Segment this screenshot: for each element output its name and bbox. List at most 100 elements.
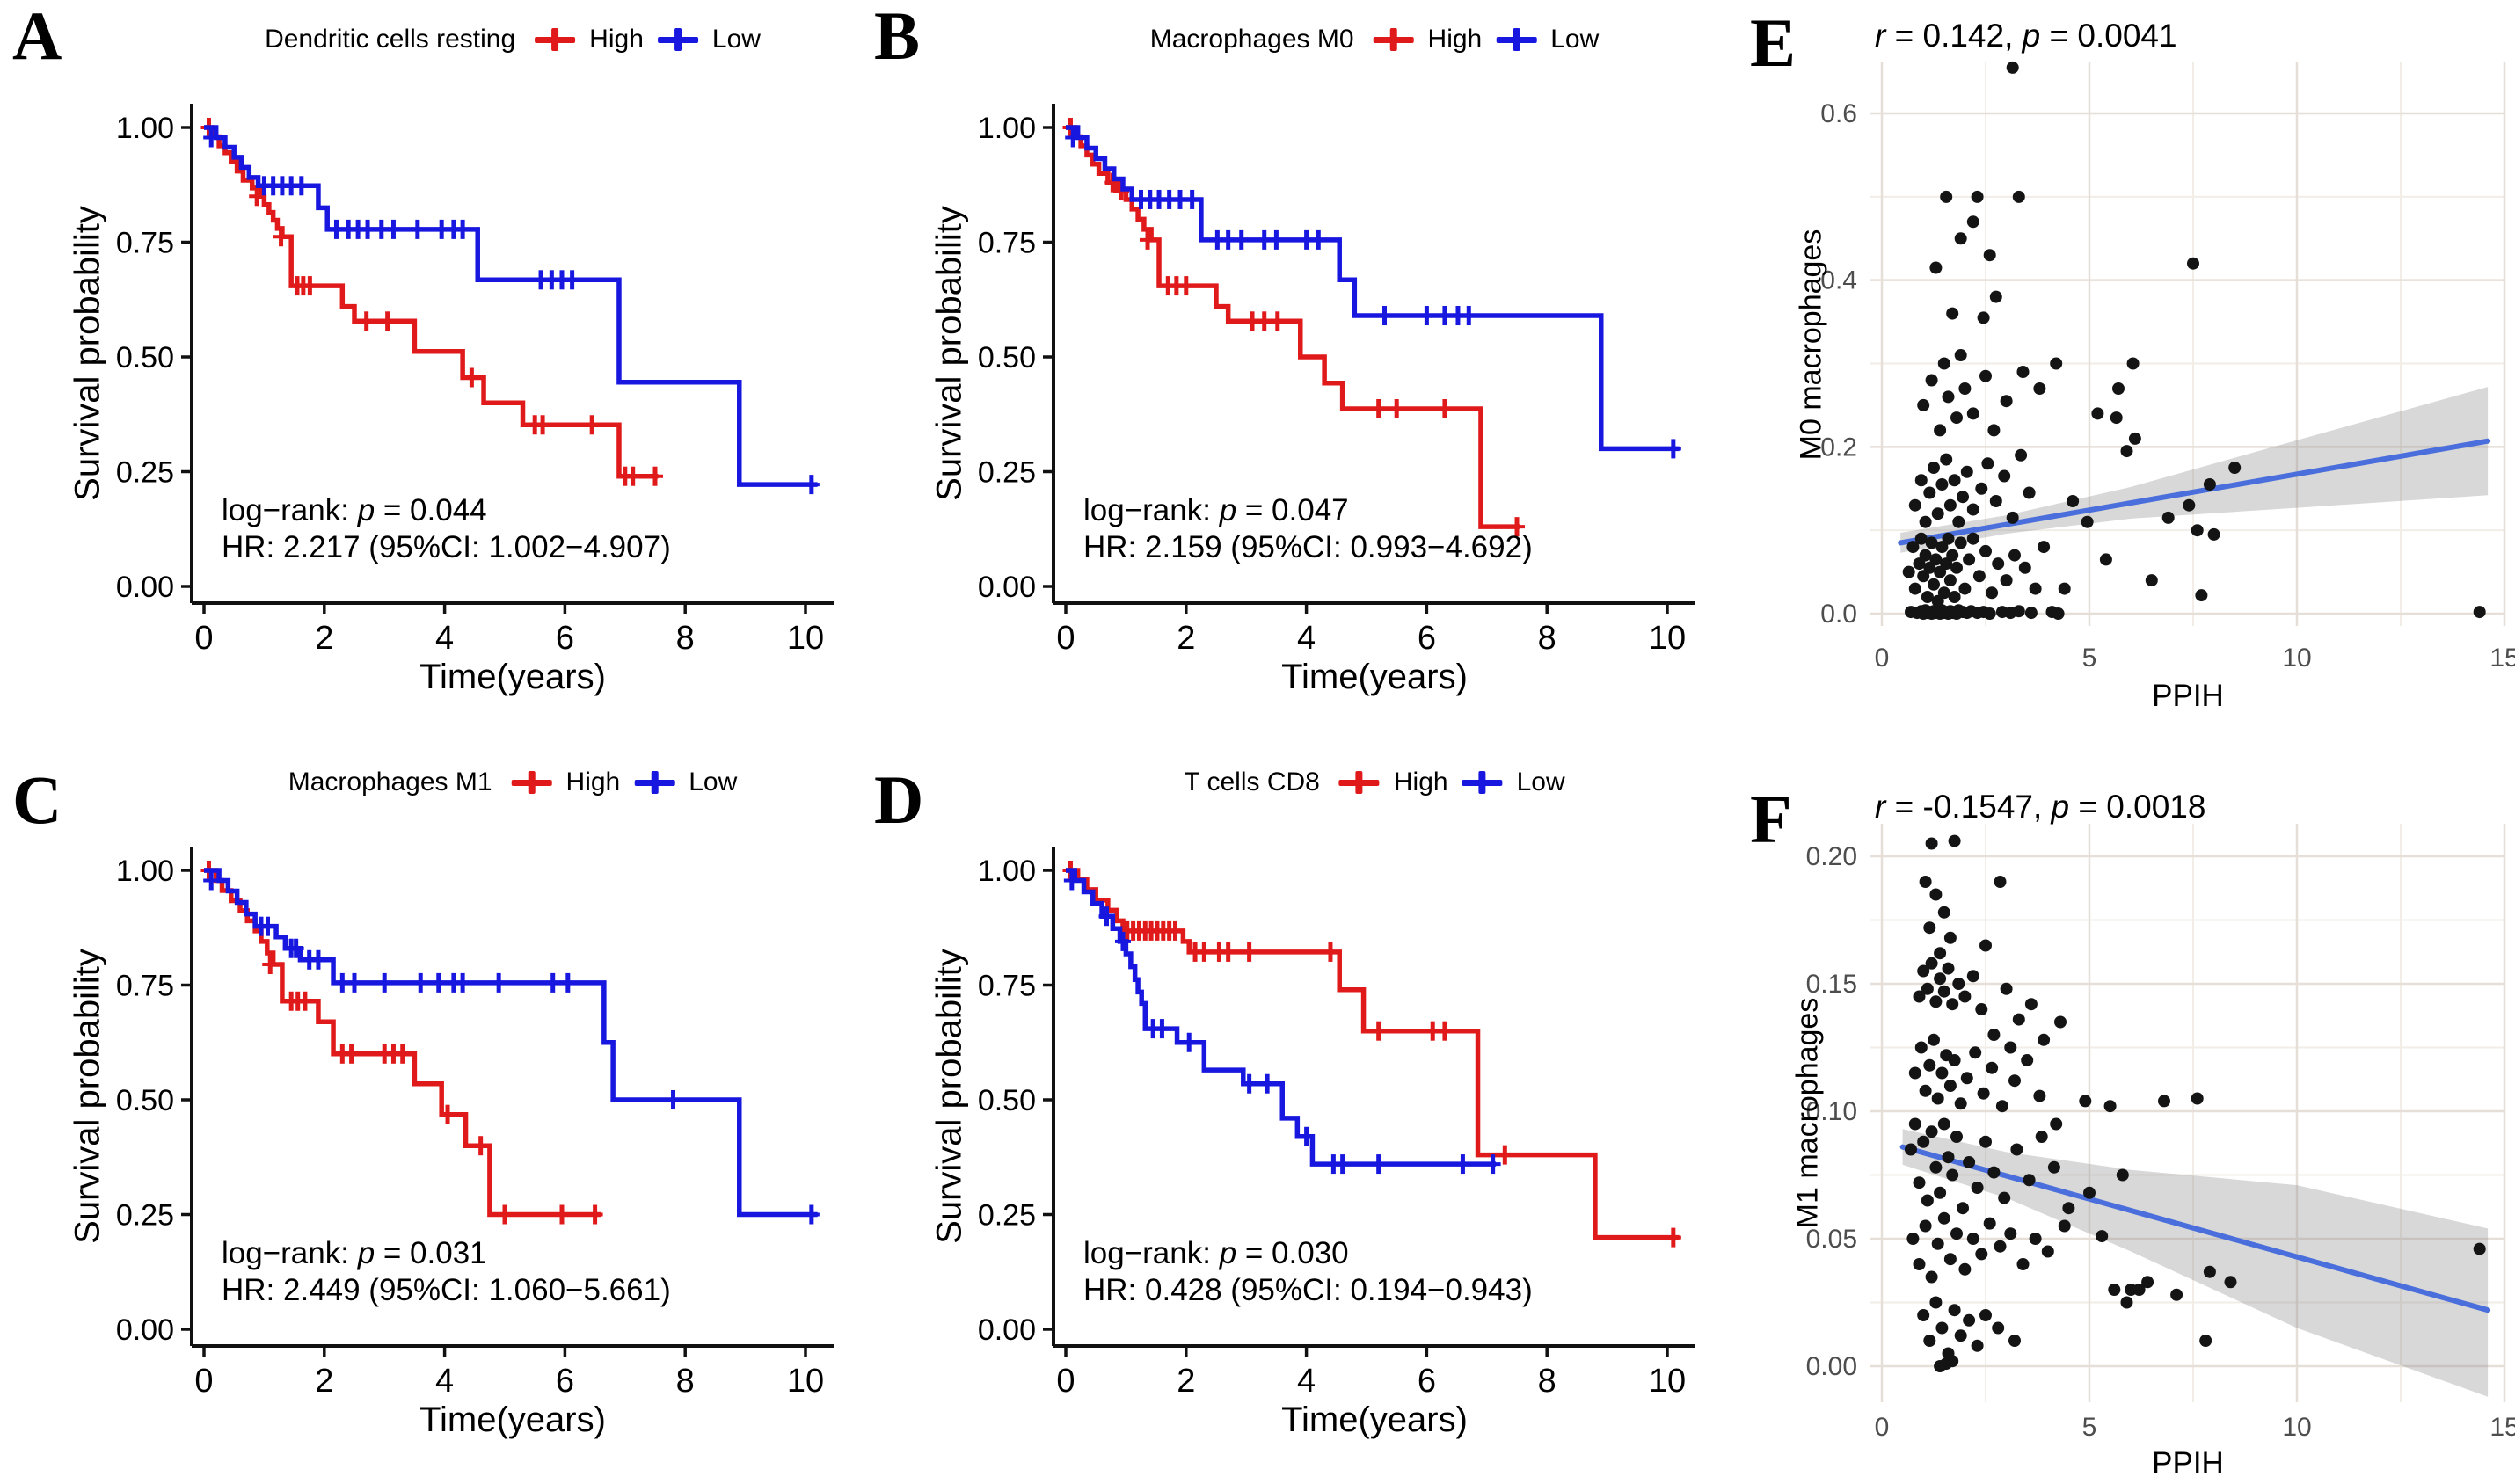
scatter-point <box>1966 970 1979 983</box>
scatter-point <box>2224 1276 2237 1289</box>
y-tick-label: 0.00 <box>978 1313 1036 1347</box>
scatter-point <box>1935 1321 1949 1335</box>
x-tick-label: 4 <box>1297 1363 1316 1400</box>
scatter-point <box>1917 398 1930 411</box>
km-legend: Dendritic cells resting High Low <box>265 25 761 55</box>
scatter-point <box>2103 1100 2117 1113</box>
legend-high-label: High <box>1393 767 1448 797</box>
scatter-point <box>1952 515 1965 528</box>
scatter-point <box>1943 931 1957 944</box>
y-axis-label: Survival probability <box>929 949 969 1244</box>
km-panel-macrophages-m1: 0.00 0.25 0.50 0.75 1.00 0 2 4 6 8 10 C Macrophage… <box>0 743 862 1484</box>
scatter-point <box>1929 1296 1943 1309</box>
scatter-point <box>1919 1219 1932 1233</box>
y-tick-label: 0.10 <box>1806 1097 1857 1126</box>
scatter-point <box>2081 515 2094 528</box>
scatter-point <box>2035 1131 2048 1143</box>
scatter-point <box>2004 1227 2017 1240</box>
y-tick-label: 0.6 <box>1820 99 1857 128</box>
scatter-point <box>2016 1258 2030 1270</box>
scatter-point <box>1966 407 1979 420</box>
scatter-point <box>1957 491 1969 504</box>
scatter-point <box>1958 990 1972 1003</box>
scatter-point <box>2112 382 2125 395</box>
stats-annotation: log−rank: p = 0.044 HR: 2.217 (95%CI: 1.… <box>222 492 671 566</box>
scatter-point <box>1914 1041 1928 1054</box>
scatter-point <box>1914 474 1928 487</box>
x-tick-label: 0 <box>1875 644 1890 673</box>
high-censor-marker-icon <box>1338 771 1380 794</box>
km-legend: Macrophages M1 High Low <box>288 767 738 797</box>
y-tick-label: 0.25 <box>978 1199 1036 1233</box>
scatter-point <box>1977 1087 1990 1100</box>
y-tick-label: 0.15 <box>1806 970 1857 999</box>
scatter-point <box>1914 532 1928 545</box>
scatter-point <box>1983 1217 1996 1230</box>
scatter-point <box>1950 1227 1963 1240</box>
y-tick-label: 0.75 <box>978 227 1036 260</box>
scatter-point <box>1928 462 1940 474</box>
scatter-point <box>2024 607 2038 620</box>
scatter-point <box>1935 478 1949 491</box>
scatter-point <box>1943 1253 1957 1266</box>
x-tick-label: 6 <box>556 1363 574 1400</box>
logrank-line: log−rank: p = 0.044 <box>222 493 487 527</box>
scatter-point <box>1923 486 1936 499</box>
x-tick-label: 2 <box>1177 1363 1195 1400</box>
scatter-point <box>2126 357 2140 370</box>
scatter-point <box>1906 1233 1920 1245</box>
scatter-point <box>1954 1097 1967 1110</box>
scatter-point <box>1989 290 2002 303</box>
scatter-point <box>1929 553 1943 566</box>
km-chart-svg: 0.00 0.25 0.50 0.75 1.00 0 2 4 6 8 10 <box>978 104 1695 657</box>
scatter-point <box>1946 1168 1959 1182</box>
scatter-point <box>1925 1270 1938 1284</box>
scatter-point <box>1979 1135 1992 1148</box>
x-tick-label: 10 <box>2282 1413 2311 1442</box>
x-tick-label: 0 <box>1875 1413 1890 1442</box>
scatter-point <box>1954 232 1967 245</box>
scatter-point <box>1971 190 1984 203</box>
scatter-point <box>2000 574 2013 587</box>
scatter-point <box>1969 1046 1982 1059</box>
legend-low-label: Low <box>711 25 761 54</box>
scatter-point <box>2021 1054 2034 1066</box>
scatter-point <box>2145 574 2158 587</box>
scatter-point <box>1908 498 1921 512</box>
scatter-point <box>1919 515 1932 528</box>
scatter-point <box>2099 553 2112 566</box>
scatter-point <box>1963 1313 1976 1327</box>
scatter-point <box>2203 1265 2216 1278</box>
x-axis-label: Time(years) <box>419 1400 606 1439</box>
scatter-point <box>1908 582 1921 595</box>
scatter-point <box>1908 1066 1921 1080</box>
scatter-point <box>2191 524 2204 537</box>
legend-high-label: High <box>565 767 621 797</box>
y-tick-label: 0.50 <box>116 1084 174 1117</box>
scatter-point <box>2473 606 2486 619</box>
x-tick-label: 0 <box>194 620 213 657</box>
survival-curve-high <box>1066 125 1520 529</box>
scatter-point <box>2008 1074 2021 1088</box>
x-tick-label: 4 <box>435 1363 454 1400</box>
y-tick-label: 0.75 <box>978 970 1036 1003</box>
scatter-point <box>1981 457 1994 470</box>
scatter-point <box>1931 1237 1944 1250</box>
legend-low-label: Low <box>1550 25 1600 54</box>
scatter-point <box>1934 1186 1947 1199</box>
scatter-point <box>1940 453 1953 466</box>
scatter-point <box>1921 591 1934 603</box>
km-legend: Macrophages M0 High Low <box>1150 25 1600 55</box>
scatter-point <box>1946 549 1959 562</box>
x-tick-label: 0 <box>1056 620 1075 657</box>
y-tick-label: 0.75 <box>116 970 174 1003</box>
scatter-point <box>1923 1058 1936 1072</box>
hr-line: HR: 2.217 (95%CI: 1.002−4.907) <box>222 530 671 564</box>
logrank-line: log−rank: p = 0.031 <box>222 1236 487 1270</box>
scatter-point <box>1946 998 1959 1011</box>
scatter-chart-svg: 0.00 0.05 0.10 0.15 0.20 0 5 10 15 <box>1806 824 2515 1442</box>
hr-line: HR: 2.159 (95%CI: 0.993−4.692) <box>1083 530 1533 564</box>
logrank-line: log−rank: p = 0.030 <box>1083 1236 1349 1270</box>
y-tick-label: 1.00 <box>978 855 1036 888</box>
x-tick-label: 10 <box>2282 644 2311 673</box>
